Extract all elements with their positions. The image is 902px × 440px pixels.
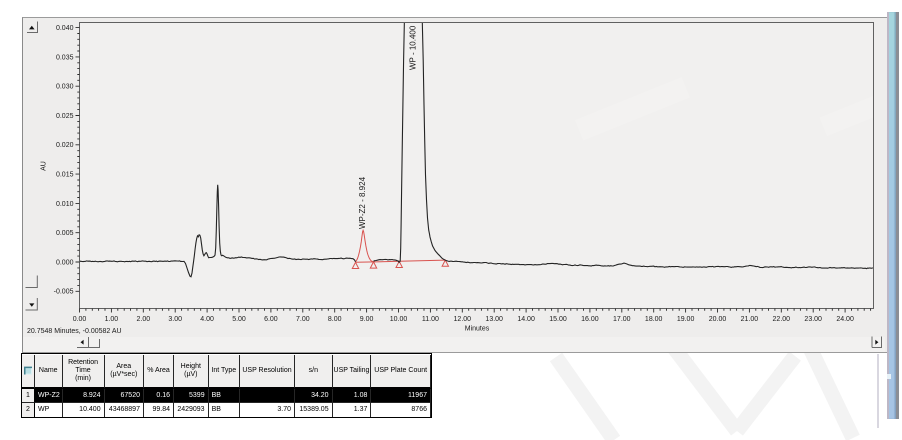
svg-text:-0.005: -0.005 — [54, 289, 74, 296]
svg-text:0.040: 0.040 — [56, 25, 74, 32]
svg-text:11.00: 11.00 — [422, 316, 439, 323]
svg-text:0.025: 0.025 — [56, 113, 74, 120]
svg-text:16.00: 16.00 — [581, 316, 599, 323]
svg-text:0.035: 0.035 — [56, 54, 74, 61]
svg-text:WP-Z2 - 8.924: WP-Z2 - 8.924 — [358, 176, 367, 229]
svg-text:2.00: 2.00 — [136, 316, 150, 323]
svg-text:7.00: 7.00 — [296, 316, 310, 323]
svg-text:0.020: 0.020 — [56, 142, 74, 149]
svg-text:20.7548 Minutes, -0.00582 AU: 20.7548 Minutes, -0.00582 AU — [27, 328, 122, 335]
svg-text:0.015: 0.015 — [56, 172, 74, 179]
svg-text:3.00: 3.00 — [168, 316, 182, 323]
svg-text:0.010: 0.010 — [56, 201, 74, 208]
svg-text:13.00: 13.00 — [485, 316, 503, 323]
svg-text:15.00: 15.00 — [549, 316, 567, 323]
svg-text:19.00: 19.00 — [677, 316, 695, 323]
svg-text:22.00: 22.00 — [773, 316, 791, 323]
svg-text:0.030: 0.030 — [56, 84, 74, 91]
svg-text:24.00: 24.00 — [836, 316, 854, 323]
svg-text:23.00: 23.00 — [804, 316, 822, 323]
svg-text:AU: AU — [40, 161, 47, 171]
svg-text:10.00: 10.00 — [390, 316, 408, 323]
svg-text:0.000: 0.000 — [56, 259, 74, 266]
svg-text:Minutes: Minutes — [465, 326, 490, 333]
svg-text:5.00: 5.00 — [232, 316, 246, 323]
svg-text:8.00: 8.00 — [328, 316, 342, 323]
svg-text:17.00: 17.00 — [613, 316, 631, 323]
svg-text:12.00: 12.00 — [454, 316, 472, 323]
svg-text:21.00: 21.00 — [741, 316, 759, 323]
svg-text:14.00: 14.00 — [517, 316, 535, 323]
svg-text:0.005: 0.005 — [56, 230, 74, 237]
svg-text:1.00: 1.00 — [105, 316, 119, 323]
svg-text:0.00: 0.00 — [73, 316, 87, 323]
svg-text:18.00: 18.00 — [645, 316, 663, 323]
svg-text:20.00: 20.00 — [709, 316, 727, 323]
svg-text:6.00: 6.00 — [264, 316, 278, 323]
svg-text:4.00: 4.00 — [200, 316, 214, 323]
svg-text:WP - 10.400: WP - 10.400 — [409, 25, 418, 70]
svg-text:9.00: 9.00 — [360, 316, 374, 323]
